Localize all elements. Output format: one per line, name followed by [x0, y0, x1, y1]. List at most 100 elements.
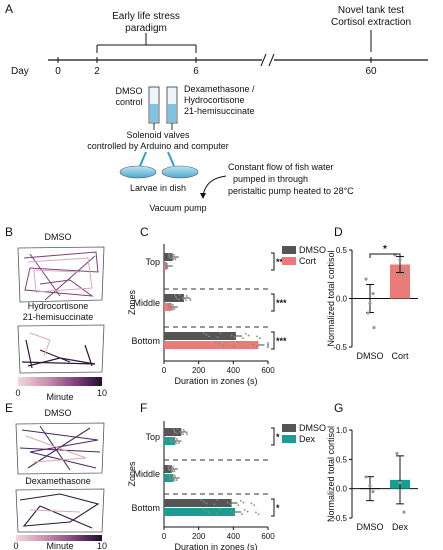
data-point [170, 440, 172, 443]
category-label: Top [145, 257, 160, 267]
legend-swatch [282, 424, 296, 432]
data-point [175, 297, 178, 300]
data-point [232, 512, 235, 515]
data-point [173, 429, 176, 432]
data-point [371, 292, 375, 296]
x-tick-label: 0 [162, 532, 167, 541]
significance-bracket [271, 252, 275, 271]
data-point [176, 432, 178, 435]
data-point [171, 465, 174, 468]
data-point [167, 466, 170, 469]
data-point [204, 509, 207, 512]
scale-b-min: 0 [15, 388, 20, 398]
category-label: Bottom [131, 336, 160, 346]
significance-bracket [271, 331, 275, 350]
y-tick-label: 1.0 [336, 426, 348, 435]
drug-label-3: 21-hemisuccinate [184, 106, 255, 116]
dmso-control-label-2: control [115, 97, 142, 107]
y-axis-label: Zones [127, 289, 137, 315]
data-point [167, 303, 170, 305]
data-point [213, 503, 216, 506]
y-tick-label: 0.5 [336, 455, 348, 464]
data-point [164, 265, 167, 268]
data-point [398, 481, 402, 485]
data-point [177, 298, 180, 301]
data-point [255, 511, 257, 514]
panel-letter-b: B [5, 225, 13, 239]
data-point [226, 501, 229, 504]
y-axis-label: Normalized total cortisol [326, 250, 336, 346]
scale-e-label: Minute [46, 541, 73, 550]
data-point [398, 258, 402, 262]
data-point [239, 499, 242, 502]
data-point [168, 474, 171, 476]
charts-layer: 0 200 400 600 Duration in zones (s) Zones Top *… [127, 244, 418, 550]
day-0: 0 [55, 66, 61, 77]
data-point [247, 334, 250, 337]
panel-letter-f: F [140, 401, 147, 415]
data-point [169, 437, 172, 439]
data-point [256, 335, 258, 338]
data-point [402, 510, 406, 514]
track-plot-dmso-b [17, 246, 105, 303]
significance-bracket [369, 253, 401, 258]
bar [164, 499, 232, 507]
petri-dish-icon [119, 165, 199, 179]
ntt-label-2: Cortisol extraction [331, 17, 411, 28]
data-point [171, 303, 174, 306]
bar [164, 303, 172, 311]
y-axis-label: Zones [127, 461, 137, 487]
data-point [368, 301, 372, 305]
data-point [182, 298, 185, 301]
track-e-top-label: DMSO [45, 408, 72, 418]
data-point [172, 253, 175, 256]
data-point [165, 262, 167, 264]
data-point [164, 263, 167, 266]
data-point [185, 431, 188, 434]
data-point [167, 465, 170, 467]
legend-label: DMSO [299, 423, 326, 433]
data-point [403, 272, 407, 276]
flow-label-2: pumped in through [233, 174, 308, 184]
data-point [371, 490, 375, 494]
data-point [182, 433, 184, 436]
data-point [168, 306, 170, 309]
data-point [172, 428, 175, 430]
scale-e-min: 0 [13, 541, 18, 550]
significance-bracket [271, 427, 275, 446]
data-point [171, 255, 174, 258]
legend-label: Cort [299, 256, 317, 266]
x-tick-label: 400 [227, 366, 241, 375]
data-point [395, 451, 399, 456]
els-label-2: paradigm [125, 23, 167, 34]
dmso-control-label-1: DMSO [116, 86, 143, 96]
data-point [364, 475, 368, 479]
data-point [186, 296, 189, 299]
data-point [252, 343, 254, 346]
data-point [178, 294, 181, 296]
data-point [181, 296, 184, 299]
scale-e-max: 10 [97, 541, 107, 550]
data-point [185, 294, 188, 297]
significance-bracket [271, 293, 275, 312]
data-point [180, 432, 182, 435]
significance-label: * [276, 503, 280, 513]
data-point [168, 254, 171, 257]
scale-b-label: Minute [46, 392, 73, 402]
bar [164, 465, 172, 473]
panel-letter-g: G [334, 401, 343, 415]
data-point [246, 510, 249, 513]
day-2: 2 [94, 66, 100, 77]
track-plot-cort-b [17, 324, 105, 374]
panel-letter-d: D [334, 225, 343, 239]
valves-label-2: controlled by Arduino and computer [87, 141, 229, 151]
data-point [174, 476, 177, 479]
x-tick-label: 0 [162, 366, 167, 375]
y-axis-label: Normalized total cortisol [326, 426, 336, 522]
x-tick-label: 200 [192, 532, 206, 541]
data-point [170, 305, 173, 308]
track-b-bottom-label-1: Hydrocortisone [28, 301, 89, 311]
data-point [170, 467, 173, 470]
data-point [207, 511, 210, 514]
